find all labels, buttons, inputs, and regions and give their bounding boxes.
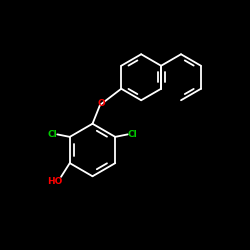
Text: HO: HO	[47, 178, 62, 186]
Text: Cl: Cl	[128, 130, 138, 139]
Text: Cl: Cl	[48, 130, 57, 139]
Text: O: O	[98, 99, 105, 108]
